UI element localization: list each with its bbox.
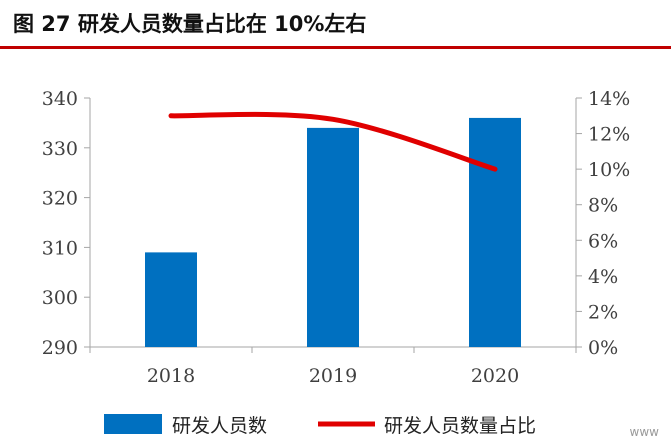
figure-title: 图 27 研发人员数量占比在 10%左右 — [13, 12, 367, 36]
title-rule — [0, 46, 671, 49]
left-tick-label: 310 — [42, 237, 78, 259]
legend-group: 研发人员数 研发人员数量占比 — [104, 414, 536, 437]
bars-group — [145, 117, 521, 347]
right-tick-label: 8% — [588, 195, 618, 217]
right-tick-label: 14% — [588, 88, 630, 110]
right-tick-label: 4% — [588, 266, 618, 288]
left-tick-label: 290 — [42, 337, 78, 359]
left-tick-label: 320 — [42, 188, 78, 210]
left-tick-label: 340 — [42, 88, 78, 110]
watermark: www — [623, 424, 665, 440]
right-tick-label: 12% — [588, 124, 630, 146]
bar-2019 — [307, 127, 359, 347]
left-tick-label: 300 — [42, 287, 78, 309]
legend-swatch-bar — [104, 414, 162, 434]
right-tick-label: 10% — [588, 159, 630, 181]
right-tick-label: 6% — [588, 230, 618, 252]
x-tick-label: 2020 — [471, 365, 519, 387]
x-tick-label: 2019 — [309, 365, 357, 387]
right-tick-label: 0% — [588, 337, 618, 359]
right-tick-label: 2% — [588, 301, 618, 323]
bar-2020 — [469, 117, 521, 347]
bar-2018 — [145, 252, 197, 347]
legend-label-line: 研发人员数量占比 — [384, 415, 536, 437]
left-tick-label: 330 — [42, 138, 78, 160]
x-tick-label: 2018 — [147, 365, 195, 387]
axes-group: 340 330 320 310 300 290 14% 12% 10% 8% 6% 4% 2% 0% 201… — [42, 88, 631, 387]
legend-label-bar: 研发人员数 — [172, 415, 267, 437]
line-group — [168, 111, 498, 172]
